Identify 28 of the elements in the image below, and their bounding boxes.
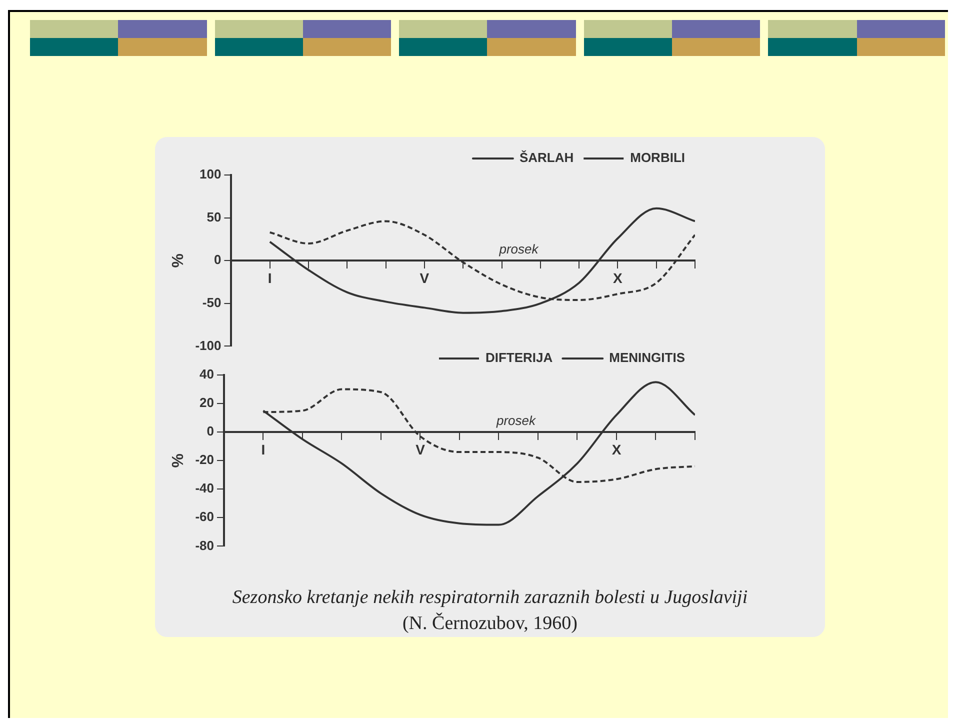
- y-tick-label: -60: [195, 509, 214, 524]
- x-tick-label: X: [612, 441, 622, 458]
- y-tick-label: 0: [206, 424, 214, 439]
- annotation: prosek: [498, 242, 540, 257]
- y-tick-label: 50: [206, 209, 222, 224]
- y-tick-label: 40: [200, 366, 214, 382]
- y-tick-label: 0: [214, 252, 222, 268]
- y-tick-label: -80: [195, 538, 214, 553]
- legend-label: DIFTERIJA: [485, 350, 554, 366]
- y-axis-title: %: [170, 453, 188, 468]
- x-tick-label: I: [268, 270, 272, 286]
- y-tick-label: 20: [200, 395, 214, 410]
- x-tick-label: X: [613, 270, 624, 286]
- y-axis-title: %: [170, 253, 188, 268]
- legend-label: MORBILI: [630, 150, 686, 166]
- legend-label: ŠARLAH: [519, 150, 574, 166]
- annotation: prosek: [496, 413, 538, 428]
- text: Sezonsko kretanje nekih respiratornih zaraznih bolesti u Jugoslaviji: [231, 587, 749, 609]
- x-tick-label: I: [261, 441, 266, 458]
- y-tick-label: -40: [195, 480, 214, 496]
- text: (N. Černozubov, 1960): [401, 613, 578, 635]
- x-tick-label: V: [416, 441, 426, 458]
- y-tick-label: -100: [195, 338, 222, 353]
- y-tick-label: -20: [195, 452, 214, 468]
- y-tick-label: 100: [200, 166, 222, 182]
- x-tick-label: V: [420, 270, 430, 286]
- legend-label: MENINGITIS: [609, 350, 686, 366]
- y-tick-label: -50: [202, 294, 222, 310]
